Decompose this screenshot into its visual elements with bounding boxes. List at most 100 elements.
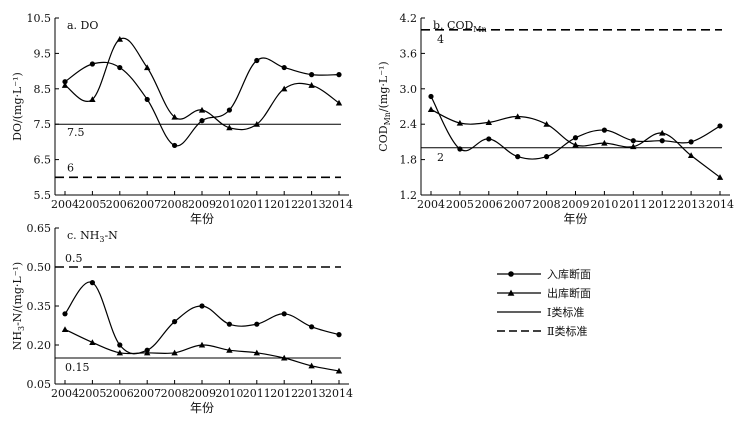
y-tick-label: 1.8 [400,154,418,167]
data-point-outflow [630,143,637,150]
data-point-outflow [456,119,464,126]
data-point-outflow [61,326,69,332]
panel-title: b. CODMn [433,19,487,34]
data-point-outflow [281,85,288,92]
data-point-outflow [198,341,206,348]
x-tick-label: 2005 [78,387,106,400]
data-point-inflow [572,135,579,141]
data-point-inflow [117,342,123,348]
chart-panel-3: 0.05 0.20 0.35 0.50 0.65 2004 2005 2006 2007 2008… [11,222,353,415]
x-tick-label: 2014 [325,198,353,211]
reference-line-label: 0.5 [65,252,83,265]
data-point-inflow [688,139,694,145]
y-tick-label: 0.20 [27,339,52,352]
y-tick-label: 2.4 [400,118,418,131]
panel-title-tail: -N [104,229,118,242]
series-line-inflow [64,57,340,147]
y-axis-title-main: COD [377,125,390,151]
data-point-outflow [308,82,315,88]
x-tick-label: 2008 [533,198,561,211]
data-point-inflow [199,118,205,124]
reference-line-label: 0.15 [65,361,90,374]
x-axis-title: 年份 [190,401,214,415]
data-point-outflow [659,129,666,136]
data-point-outflow [61,82,69,88]
data-point-inflow [62,311,68,317]
x-tick-label: 2005 [446,198,474,211]
data-point-outflow [485,119,492,125]
panel-title-sub: 3 [99,235,104,244]
x-tick-label: 2010 [590,198,618,211]
y-tick-label: 3.6 [400,47,418,60]
reference-line-label: 6 [67,161,74,174]
x-tick-label: 2006 [106,387,134,400]
data-point-outflow [226,347,233,353]
data-point-inflow [254,321,260,327]
data-point-inflow [62,79,68,85]
data-point-outflow [572,141,579,148]
x-tick-label: 2010 [215,198,243,211]
data-point-inflow [281,64,287,71]
data-point-outflow [253,121,260,127]
data-point-outflow [144,349,151,356]
x-tick-label: 2013 [298,387,326,400]
x-tick-label: 2008 [161,387,189,400]
y-axis-title-main: DO/(mg·L⁻¹) [11,72,24,141]
data-point-inflow [199,303,205,309]
legend-swatch-triangle [507,289,515,296]
panel-title-main: c. NH [67,229,99,242]
x-tick-label: 2009 [188,387,216,400]
y-tick-label: 7.5 [34,118,52,131]
x-tick-label: 2009 [188,198,216,211]
x-tick-label: 2007 [133,198,161,211]
x-tick-label: 2009 [562,198,590,211]
x-tick-label: 2006 [475,198,503,211]
data-point-outflow [116,36,123,42]
y-axis-title-tail: -N/(mg·L⁻¹) [11,262,24,326]
data-point-inflow [226,107,232,113]
data-point-outflow [601,139,608,146]
x-tick-label: 2011 [619,198,647,211]
y-tick-label: 8.5 [34,83,52,96]
data-point-inflow [428,93,434,100]
x-axis-title: 年份 [563,212,587,226]
x-tick-label: 2008 [161,198,189,211]
x-tick-label: 2014 [706,198,734,211]
data-point-outflow [716,174,724,180]
data-point-inflow [457,146,463,152]
legend-label: 出库断面 [547,286,591,300]
data-point-inflow [226,321,232,327]
data-point-inflow [544,154,550,160]
y-axis-title-tail: /(mg·L⁻¹) [377,61,390,112]
data-point-outflow [514,113,521,120]
x-tick-label: 2004 [51,198,79,211]
data-point-outflow [253,349,260,356]
y-tick-label: 10.5 [27,12,52,25]
data-point-outflow [226,124,233,131]
x-tick-label: 2014 [325,387,353,400]
series-line-outflow [64,328,340,372]
x-tick-label: 2013 [677,198,705,211]
y-axis-title-main: NH [11,331,24,350]
x-tick-label: 2013 [298,198,326,211]
x-tick-label: 2010 [215,387,243,400]
data-point-outflow [89,339,96,345]
panel-title: c. NH3-N [67,229,118,244]
y-tick-label: 1.2 [400,189,418,202]
x-tick-label: 2012 [270,198,298,211]
y-tick-label: 5.5 [34,189,52,202]
series-line-inflow [430,96,721,160]
x-tick-label: 2005 [78,198,106,211]
data-point-outflow [198,106,206,113]
data-point-outflow [144,64,151,71]
legend-swatch-circle [508,271,514,277]
y-tick-label: 0.50 [27,261,52,274]
data-point-outflow [116,349,123,356]
reference-line-label: 2 [437,151,444,164]
data-point-inflow [89,280,95,286]
y-tick-label: 0.35 [27,300,52,313]
y-tick-label: 9.5 [34,47,52,60]
data-point-outflow [89,96,96,102]
